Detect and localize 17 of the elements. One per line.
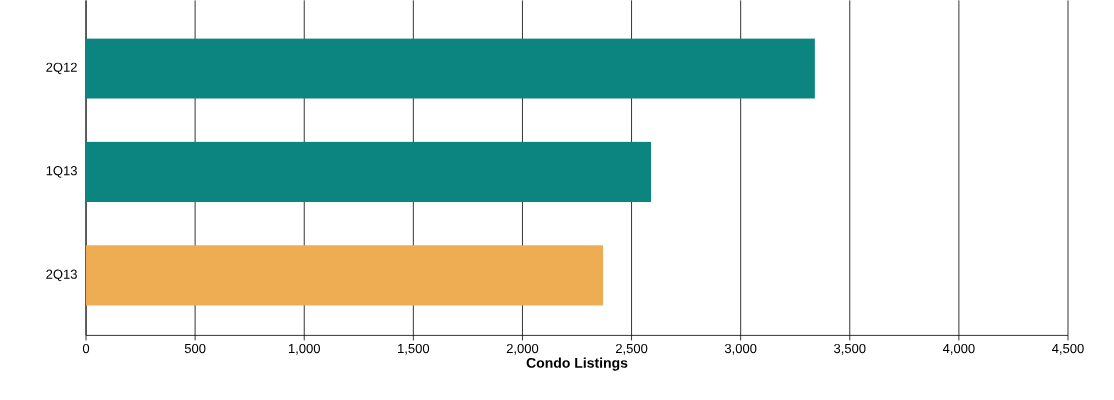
x-tick-label: 3,000 — [724, 343, 757, 355]
x-tick-label: 1,000 — [288, 343, 320, 355]
x-tick-label: 2,000 — [506, 343, 539, 355]
x-axis-title: Condo Listings — [526, 357, 628, 371]
x-tick-label: 3,500 — [834, 343, 866, 355]
y-tick-label: 2Q13 — [46, 269, 77, 281]
bar — [86, 245, 604, 306]
y-tick-label: 2Q12 — [46, 62, 77, 74]
x-tick-label: 1,500 — [398, 343, 430, 355]
y-tick-label: 1Q13 — [46, 165, 77, 178]
bar — [86, 141, 652, 202]
x-tick-label: 0 — [82, 343, 90, 353]
x-tick-label: 4,500 — [1052, 343, 1084, 355]
x-tick-label: 2,500 — [615, 343, 648, 355]
x-tick-label: 4,000 — [942, 343, 975, 355]
x-tick-label: 500 — [184, 343, 206, 353]
bar — [86, 38, 815, 99]
